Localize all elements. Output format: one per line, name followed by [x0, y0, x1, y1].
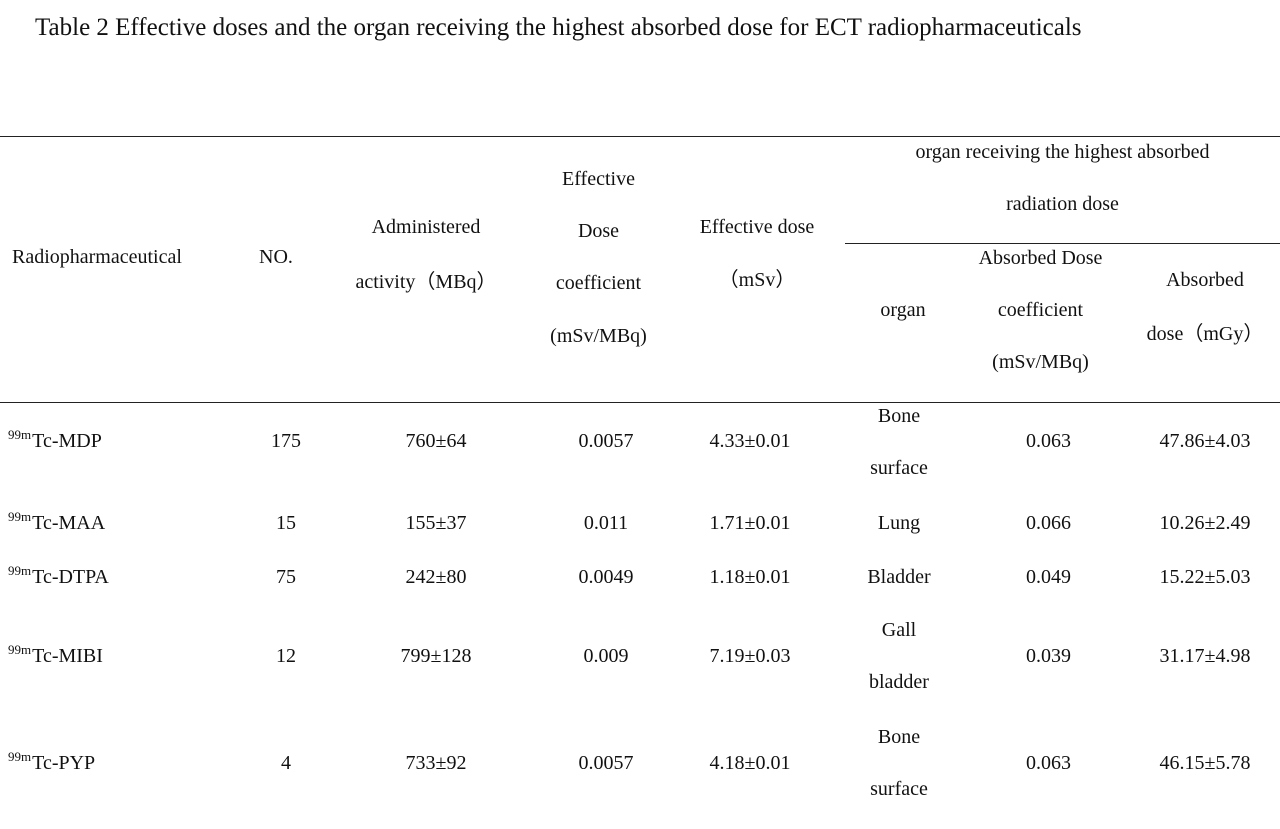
- cell-activity: 242±80: [405, 566, 467, 588]
- cell-effective-coef: 0.011: [583, 512, 629, 534]
- cell-effective-coef: 0.009: [583, 645, 629, 667]
- cell-absorbed-dose: 47.86±4.03: [1159, 430, 1251, 452]
- isotope-superscript: 99m: [8, 563, 32, 578]
- cell-absorbed-coef: 0.049: [1026, 566, 1071, 588]
- cell-absorbed-dose: 31.17±4.98: [1159, 645, 1251, 667]
- cell-radiopharmaceutical: 99mTc-MDP: [8, 427, 102, 456]
- header-organ-group-line2: radiation dose: [1006, 193, 1119, 215]
- cell-absorbed-coef: 0.039: [1026, 645, 1071, 667]
- header-effective-coef-line2: Dose: [577, 220, 620, 242]
- cell-no: 175: [271, 430, 301, 452]
- cell-effective-dose: 4.33±0.01: [709, 430, 791, 452]
- header-organ-group-line1: organ receiving the highest absorbed: [915, 141, 1210, 163]
- header-absorbed-coef-line3: (mSv/MBq): [992, 351, 1089, 373]
- cell-effective-dose: 4.18±0.01: [709, 752, 791, 774]
- cell-absorbed-dose: 15.22±5.03: [1159, 566, 1251, 588]
- cell-absorbed-coef: 0.063: [1026, 430, 1071, 452]
- radiopharmaceutical-name: Tc-PYP: [32, 752, 96, 774]
- header-effective-coef-line3: coefficient: [555, 272, 642, 294]
- cell-no: 4: [281, 752, 291, 774]
- cell-no: 15: [276, 512, 296, 534]
- cell-absorbed-coef: 0.066: [1026, 512, 1071, 534]
- cell-effective-dose: 7.19±0.03: [709, 645, 791, 667]
- cell-effective-coef: 0.0057: [578, 430, 634, 452]
- isotope-superscript: 99m: [8, 509, 32, 524]
- header-effective-dose-line2: （mSv）: [718, 269, 796, 291]
- cell-organ-line1: Gall: [881, 619, 917, 641]
- radiopharmaceutical-name: Tc-MDP: [32, 430, 102, 452]
- header-effective-dose-line1: Effective dose: [699, 216, 815, 238]
- radiopharmaceutical-name: Tc-MAA: [32, 512, 106, 534]
- isotope-superscript: 99m: [8, 749, 32, 764]
- organ-group-rule: [845, 243, 1280, 244]
- cell-absorbed-coef: 0.063: [1026, 752, 1071, 774]
- cell-effective-coef: 0.0049: [578, 566, 634, 588]
- cell-organ-line2: surface: [870, 778, 928, 800]
- cell-absorbed-dose: 10.26±2.49: [1159, 512, 1251, 534]
- cell-activity: 760±64: [405, 430, 467, 452]
- cell-organ-line1: Bone: [877, 405, 921, 427]
- isotope-superscript: 99m: [8, 427, 32, 442]
- header-radiopharmaceutical: Radiopharmaceutical: [12, 246, 182, 268]
- cell-organ-line2: surface: [870, 457, 928, 479]
- isotope-superscript: 99m: [8, 642, 32, 657]
- cell-effective-dose: 1.71±0.01: [709, 512, 791, 534]
- header-absorbed-dose-line1: Absorbed: [1166, 269, 1244, 291]
- cell-no: 75: [276, 566, 296, 588]
- cell-organ: Bladder: [867, 566, 931, 588]
- header-absorbed-dose-line2: dose（mGy）: [1146, 323, 1264, 345]
- cell-activity: 155±37: [405, 512, 467, 534]
- cell-organ-line2: bladder: [869, 671, 929, 693]
- header-effective-coef-line4: (mSv/MBq): [550, 325, 647, 347]
- cell-activity: 733±92: [405, 752, 467, 774]
- header-absorbed-coef-line1: Absorbed Dose: [978, 247, 1103, 269]
- radiopharmaceutical-name: Tc-MIBI: [32, 645, 103, 667]
- cell-radiopharmaceutical: 99mTc-MIBI: [8, 642, 103, 671]
- header-no: NO.: [259, 246, 293, 268]
- header-absorbed-coef-line2: coefficient: [997, 299, 1084, 321]
- header-administered-line1: Administered: [371, 216, 481, 238]
- cell-radiopharmaceutical: 99mTc-MAA: [8, 509, 106, 538]
- cell-radiopharmaceutical: 99mTc-DTPA: [8, 563, 109, 592]
- header-administered-line2: activity（MBq）: [355, 271, 497, 293]
- cell-organ-line1: Bone: [877, 726, 921, 748]
- cell-activity: 799±128: [400, 645, 472, 667]
- cell-no: 12: [276, 645, 296, 667]
- cell-organ: Lung: [877, 512, 921, 534]
- radiopharmaceutical-name: Tc-DTPA: [32, 566, 109, 588]
- cell-effective-dose: 1.18±0.01: [709, 566, 791, 588]
- header-effective-coef-line1: Effective: [562, 168, 635, 190]
- cell-radiopharmaceutical: 99mTc-PYP: [8, 749, 96, 778]
- cell-effective-coef: 0.0057: [578, 752, 634, 774]
- table-top-rule: [0, 136, 1280, 137]
- table-caption: Table 2 Effective doses and the organ re…: [35, 14, 1082, 41]
- header-bottom-rule: [0, 402, 1280, 403]
- header-organ: organ: [880, 299, 926, 321]
- cell-absorbed-dose: 46.15±5.78: [1159, 752, 1251, 774]
